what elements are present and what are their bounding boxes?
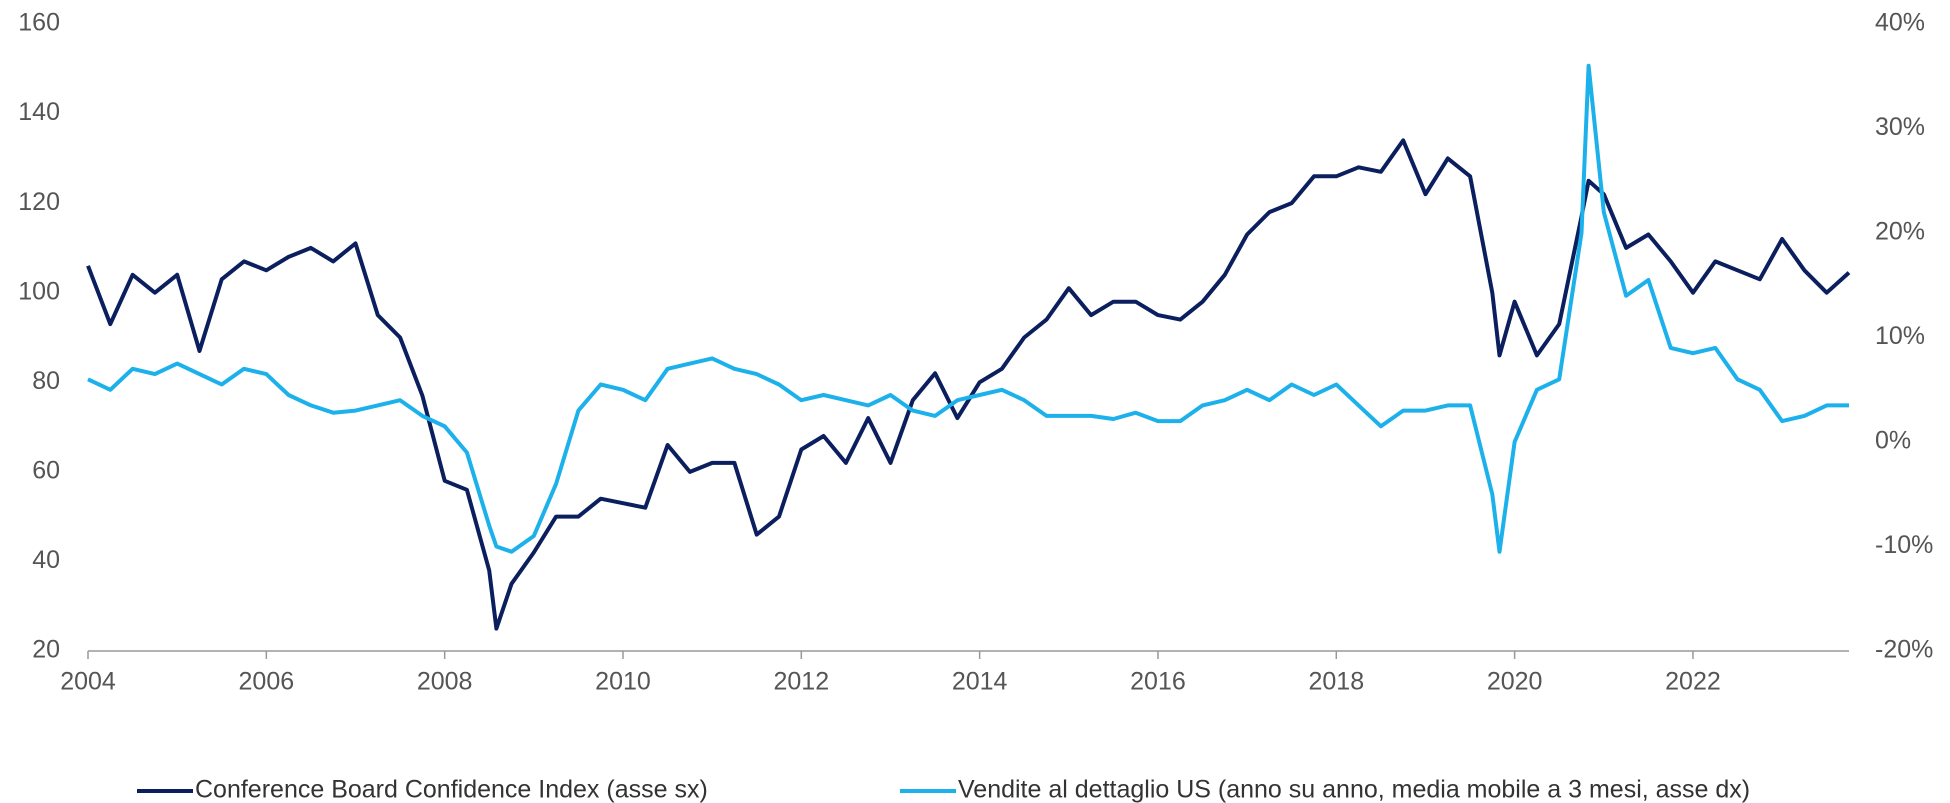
y2-tick-label: 30% xyxy=(1875,113,1925,141)
y-tick-label: 80 xyxy=(32,367,60,395)
y-tick-label: 140 xyxy=(18,98,60,126)
x-tick-label: 2022 xyxy=(1665,668,1721,696)
series-line xyxy=(86,138,1851,631)
y-tick-label: 20 xyxy=(32,636,60,664)
y2-tick-label: -10% xyxy=(1875,531,1933,559)
x-tick-label: 2012 xyxy=(774,668,830,696)
x-tick-label: 2014 xyxy=(952,668,1008,696)
legend-label: Vendite al dettaglio US (anno su anno, m… xyxy=(958,776,1750,803)
x-tick-label: 2016 xyxy=(1130,668,1186,696)
x-tick-label: 2018 xyxy=(1308,668,1364,696)
y-tick-label: 160 xyxy=(18,9,60,37)
y-tick-label: 100 xyxy=(18,277,60,305)
y-tick-label: 60 xyxy=(32,456,60,484)
y2-tick-label: 20% xyxy=(1875,218,1925,246)
x-tick-label: 2020 xyxy=(1487,668,1543,696)
legend-label: Conference Board Confidence Index (asse … xyxy=(195,776,708,803)
y-tick-label: 40 xyxy=(32,546,60,574)
x-tick-label: 2004 xyxy=(60,668,116,696)
x-tick-label: 2008 xyxy=(417,668,473,696)
x-tick-label: 2010 xyxy=(595,668,651,696)
y2-tick-label: 10% xyxy=(1875,322,1925,350)
y-tick-label: 120 xyxy=(18,188,60,216)
series-line xyxy=(87,63,1849,554)
y2-tick-label: -20% xyxy=(1875,636,1933,664)
y2-tick-label: 0% xyxy=(1875,427,1911,455)
y2-tick-label: 40% xyxy=(1875,9,1925,37)
x-tick-label: 2006 xyxy=(239,668,295,696)
